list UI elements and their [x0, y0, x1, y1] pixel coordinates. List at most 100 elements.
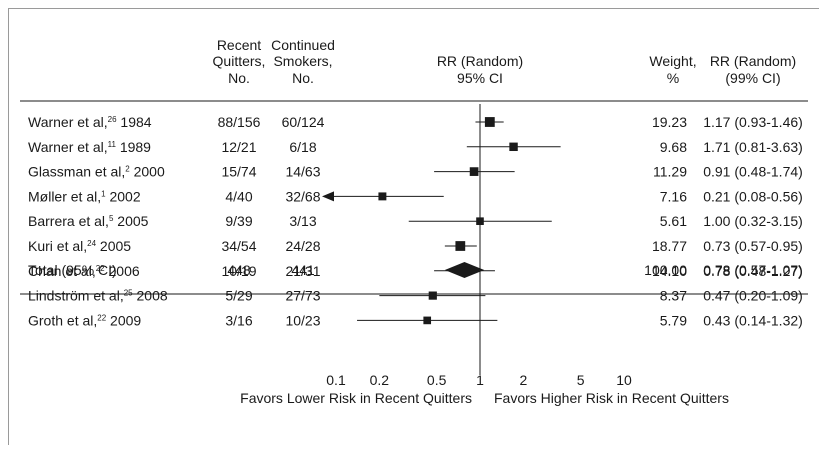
study-rr-text: 0.47 (0.20-1.09) — [703, 288, 803, 304]
study-label: Møller et al,1 2002 — [28, 188, 141, 204]
study-author: Warner et al, — [28, 114, 108, 130]
study-continued-smokers: 21/31 — [285, 263, 320, 279]
study-row: Warner et al,11 1989 12/21 6/18 9.68 1.71 (0… — [28, 139, 803, 155]
pooled-diamond — [444, 262, 485, 278]
study-weight: 5.61 — [660, 213, 687, 229]
study-rr-text: 1.00 (0.32-3.15) — [703, 213, 803, 229]
ci-arrow-left — [322, 191, 334, 202]
study-author: Warner et al, — [28, 139, 108, 155]
total-continued-smokers: 441 — [291, 262, 315, 278]
study-recent-quitters: 34/54 — [221, 238, 256, 254]
total-row: Total (95% CI) 448 441 100.00 0.78 (0.57-1.0… — [28, 262, 803, 278]
study-author: Groth et al, — [28, 312, 97, 328]
study-recent-quitters: 88/156 — [218, 114, 261, 130]
study-recent-quitters: 5/29 — [225, 288, 252, 304]
effect-point — [484, 117, 495, 127]
effect-point — [378, 192, 387, 201]
study-label: Chan et al,22 2006 — [28, 263, 140, 279]
study-year: 2005 — [113, 213, 148, 229]
study-row: Barrera et al,5 2005 9/39 3/13 5.61 1.00 (0.… — [28, 213, 803, 229]
study-reference: 25 — [124, 289, 133, 298]
effect-point — [428, 291, 437, 300]
study-label: Groth et al,22 2009 — [28, 312, 141, 328]
study-continued-smokers: 60/124 — [282, 114, 325, 130]
study-author: Lindström et al, — [28, 288, 124, 304]
study-rr-text: 0.73 (0.57-0.95) — [703, 238, 803, 254]
study-rr-text: 0.78 (0.48-1.27) — [703, 263, 803, 279]
study-year: 2008 — [133, 288, 168, 304]
study-row: Groth et al,22 2009 3/16 10/23 5.79 0.43 (0.… — [28, 312, 803, 328]
study-continued-smokers: 3/13 — [289, 213, 316, 229]
study-continued-smokers: 6/18 — [289, 139, 316, 155]
header-rr-random-95ci: RR (Random) — [437, 53, 523, 69]
header-rr-random-99ci: (99% CI) — [725, 70, 780, 86]
study-year: 2005 — [96, 238, 131, 254]
study-year: 2006 — [105, 263, 140, 279]
study-reference: 26 — [108, 115, 117, 124]
favors-higher-label: Favors Higher Risk in Recent Quitters — [494, 390, 729, 406]
study-row: Chan et al,22 2006 10/19 21/31 14.10 0.78 (0… — [28, 263, 803, 279]
x-tick-label: 1 — [476, 372, 484, 388]
total-weight: 100.00 — [644, 262, 687, 278]
header-weight: % — [667, 70, 679, 86]
study-reference: 24 — [87, 239, 96, 248]
study-weight: 18.77 — [652, 238, 687, 254]
study-author: Møller et al, — [28, 188, 101, 204]
x-tick-label: 0.1 — [326, 372, 346, 388]
study-author: Glassman et al, — [28, 164, 125, 180]
header-rr-random-95ci: 95% CI — [457, 70, 503, 86]
study-continued-smokers: 24/28 — [285, 238, 320, 254]
study-weight: 5.79 — [660, 312, 687, 328]
study-label: Glassman et al,2 2000 — [28, 164, 165, 180]
study-rr-text: 1.71 (0.81-3.63) — [703, 139, 803, 155]
study-author: Kuri et al, — [28, 238, 87, 254]
header-recent-quitters: No. — [228, 70, 250, 86]
header-rr-random-99ci: RR (Random) — [710, 53, 796, 69]
study-weight: 7.16 — [660, 188, 687, 204]
study-rr-text: 0.43 (0.14-1.32) — [703, 312, 803, 328]
effect-point — [509, 142, 518, 152]
header-continued-smokers: Smokers, — [273, 53, 332, 69]
study-reference: 5 — [109, 214, 114, 223]
study-label: Lindström et al,25 2008 — [28, 288, 168, 304]
study-continued-smokers: 32/68 — [285, 188, 320, 204]
study-recent-quitters: 3/16 — [225, 312, 252, 328]
study-reference: 22 — [97, 313, 106, 322]
effect-point — [476, 217, 484, 226]
effect-point — [469, 167, 479, 176]
study-recent-quitters: 4/40 — [225, 188, 252, 204]
study-year: 2002 — [106, 188, 141, 204]
total-recent-quitters: 448 — [227, 262, 251, 278]
study-reference: 1 — [101, 189, 106, 198]
header-continued-smokers: No. — [292, 70, 314, 86]
study-year: 1984 — [117, 114, 152, 130]
study-row: Møller et al,1 2002 4/40 32/68 7.16 0.21 (0.… — [28, 188, 803, 204]
study-rr-text: 1.17 (0.93-1.46) — [703, 114, 803, 130]
study-row: Lindström et al,25 2008 5/29 27/73 8.37 0.47… — [28, 288, 803, 304]
header-recent-quitters: Quitters, — [213, 53, 266, 69]
study-continued-smokers: 14/63 — [285, 164, 320, 180]
study-row: Kuri et al,24 2005 34/54 24/28 18.77 0.73 (0… — [28, 238, 803, 254]
study-weight: 9.68 — [660, 139, 687, 155]
study-year: 2000 — [130, 164, 165, 180]
study-author: Chan et al, — [28, 263, 96, 279]
x-tick-label: 0.5 — [427, 372, 447, 388]
study-weight: 14.10 — [652, 263, 687, 279]
header-weight: Weight, — [649, 53, 696, 69]
effect-point — [455, 241, 466, 251]
study-recent-quitters: 12/21 — [221, 139, 256, 155]
study-reference: 22 — [96, 264, 105, 273]
effect-point — [423, 316, 432, 325]
study-row: Glassman et al,2 2000 15/74 14/63 11.29 0.91… — [28, 164, 803, 180]
study-label: Warner et al,11 1989 — [28, 139, 151, 155]
header-recent-quitters: Recent — [217, 37, 261, 53]
study-rr-text: 0.91 (0.48-1.74) — [703, 164, 803, 180]
study-rr-text: 0.21 (0.08-0.56) — [703, 188, 803, 204]
x-tick-label: 5 — [577, 372, 585, 388]
study-continued-smokers: 10/23 — [285, 312, 320, 328]
study-year: 2009 — [106, 312, 141, 328]
study-weight: 8.37 — [660, 288, 687, 304]
study-reference: 11 — [108, 140, 117, 149]
study-label: Warner et al,26 1984 — [28, 114, 152, 130]
